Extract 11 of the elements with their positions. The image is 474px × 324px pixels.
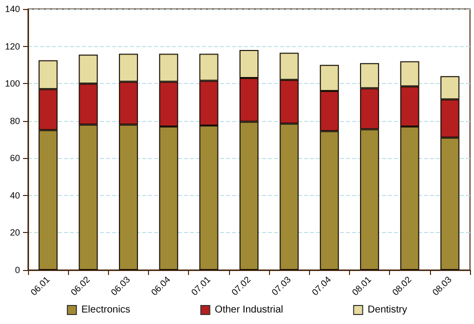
- y-tick-label: 80: [10, 116, 20, 126]
- y-tick-label: 0: [14, 265, 20, 275]
- y-tick-label: 20: [10, 228, 20, 238]
- legend-label: Dentistry: [368, 304, 408, 316]
- y-tick-label: 40: [10, 190, 20, 200]
- y-tick-label: 140: [4, 4, 20, 14]
- legend-label: Electronics: [81, 304, 130, 316]
- y-tick-label: 120: [4, 41, 20, 52]
- y-tick-label: 60: [10, 153, 20, 164]
- legend-label: Other Industrial: [214, 304, 284, 316]
- y-tick-label: 100: [4, 78, 20, 89]
